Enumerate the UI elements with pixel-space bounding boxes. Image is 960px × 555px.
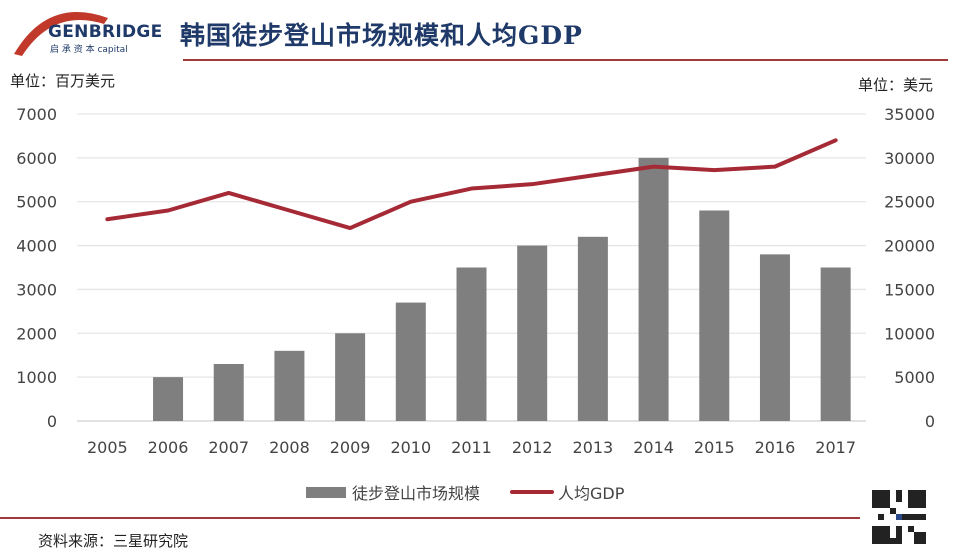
unit-right-label: 单位：美元	[858, 76, 934, 94]
y-left-tick-label: 4000	[16, 237, 57, 256]
logo-brand: GENBRIDGE	[48, 22, 163, 42]
y-left-tick-label: 0	[47, 412, 57, 431]
x-tick-label: 2006	[148, 438, 189, 457]
x-tick-label: 2009	[330, 438, 371, 457]
title-divider	[183, 59, 948, 61]
y-left-tick-label: 2000	[16, 324, 57, 343]
y-right-tick-label: 15000	[884, 280, 935, 299]
bar-2016	[759, 254, 790, 421]
x-tick-label: 2007	[208, 438, 249, 457]
y-right-tick-label: 20000	[884, 237, 935, 256]
y-right-tick-label: 35000	[884, 105, 935, 124]
y-right-tick-label: 25000	[884, 193, 935, 212]
legend: 徒步登山市场规模 人均GDP	[306, 480, 624, 504]
x-tick-label: 2011	[451, 438, 492, 457]
logo-sub: 启 承 资 本 capital	[50, 45, 128, 55]
y-left-tick-label: 1000	[16, 368, 57, 387]
x-tick-label: 2012	[512, 438, 553, 457]
bar-2017	[820, 267, 851, 421]
page-title: 韩国徒步登山市场规模和人均GDP	[180, 21, 583, 50]
bar-2012	[517, 245, 548, 421]
y-right-tick-label: 5000	[894, 368, 935, 387]
bar-2013	[577, 236, 608, 421]
x-tick-label: 2014	[633, 438, 674, 457]
legend-bar-label: 徒步登山市场规模	[352, 484, 481, 503]
unit-left-label: 单位：百万美元	[10, 72, 116, 90]
qr-code-icon	[872, 490, 926, 544]
footer-divider	[0, 517, 860, 519]
logo-arc-icon	[14, 11, 108, 56]
bar-2014	[638, 157, 669, 421]
bar-2006	[153, 377, 184, 421]
y-left-tick-label: 5000	[16, 193, 57, 212]
x-tick-label: 2005	[87, 438, 128, 457]
bar-2011	[456, 267, 487, 421]
y-right-tick-label: 10000	[884, 324, 935, 343]
legend-line-swatch	[510, 490, 555, 494]
y-left-tick-label: 3000	[16, 280, 57, 299]
bar-2015	[699, 210, 730, 421]
bar-2009	[335, 333, 366, 421]
x-tick-label: 2013	[573, 438, 614, 457]
bar-2010	[395, 302, 426, 421]
x-tick-label: 2016	[755, 438, 796, 457]
x-tick-label: 2008	[269, 438, 310, 457]
y-left-tick-label: 6000	[16, 149, 57, 168]
x-tick-label: 2017	[815, 438, 856, 457]
legend-line-label: 人均GDP	[558, 484, 625, 503]
y-right-tick-label: 30000	[884, 149, 935, 168]
y-right-tick-label: 0	[925, 412, 935, 431]
legend-bar-swatch	[306, 486, 346, 498]
x-tick-label: 2015	[694, 438, 735, 457]
bar-2008	[274, 350, 305, 421]
y-left-tick-label: 7000	[16, 105, 57, 124]
bar-2007	[213, 363, 244, 421]
source-note: 资料来源：三星研究院	[38, 532, 189, 550]
genbridge-logo	[8, 4, 178, 60]
x-tick-label: 2010	[390, 438, 431, 457]
